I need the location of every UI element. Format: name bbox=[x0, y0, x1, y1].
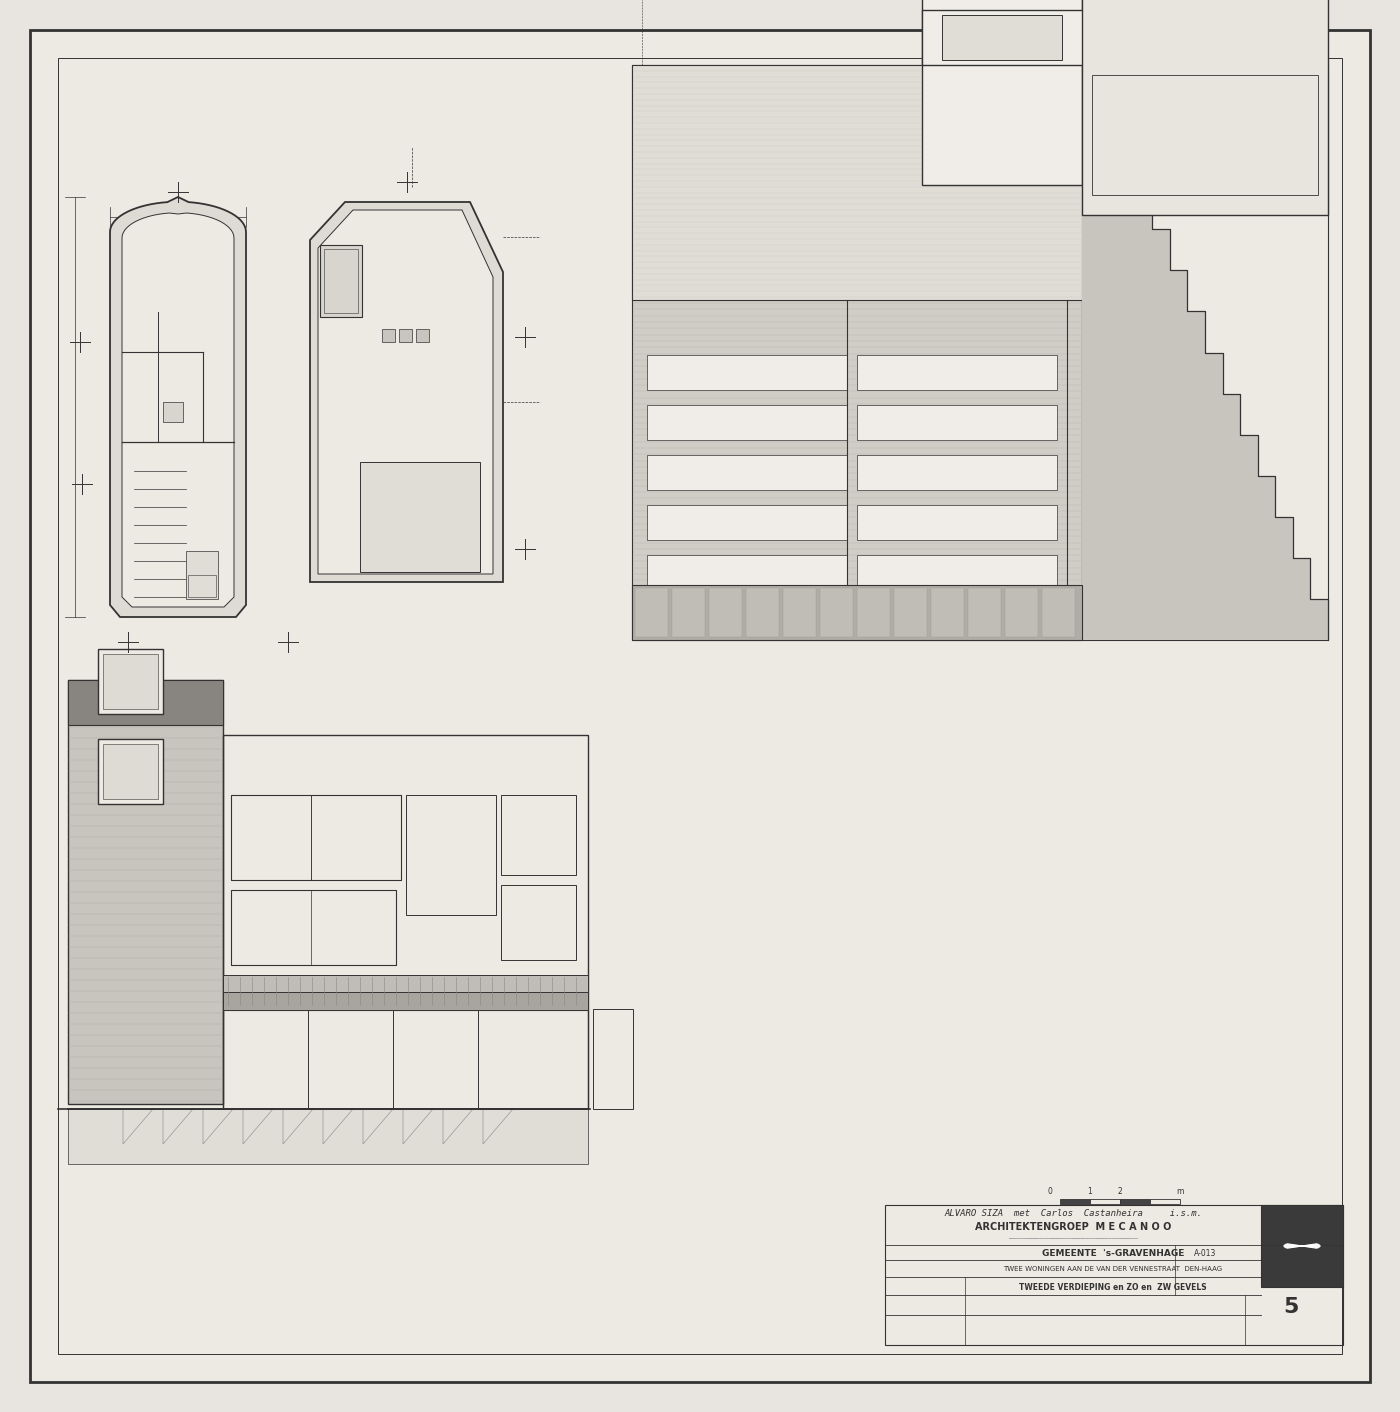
Bar bbox=[1005, 587, 1037, 637]
Bar bbox=[647, 505, 847, 539]
Bar bbox=[1042, 587, 1075, 637]
Bar bbox=[223, 1010, 588, 1108]
Bar bbox=[69, 681, 223, 1104]
Bar bbox=[631, 65, 1082, 299]
Text: TWEEDE VERDIEPING en ZO en  ZW GEVELS: TWEEDE VERDIEPING en ZO en ZW GEVELS bbox=[1019, 1284, 1207, 1292]
Bar bbox=[223, 736, 588, 1108]
Bar bbox=[820, 587, 853, 637]
Bar bbox=[631, 65, 1329, 640]
Bar bbox=[885, 1204, 1343, 1346]
Bar bbox=[647, 405, 847, 441]
Bar bbox=[931, 587, 965, 637]
Bar bbox=[323, 249, 358, 313]
Polygon shape bbox=[111, 198, 246, 617]
Bar bbox=[1149, 1199, 1180, 1204]
Text: GEMEENTE  's-GRAVENHAGE: GEMEENTE 's-GRAVENHAGE bbox=[1042, 1250, 1184, 1258]
Bar bbox=[311, 795, 400, 880]
Bar bbox=[501, 885, 575, 960]
Polygon shape bbox=[1082, 65, 1329, 640]
Bar bbox=[416, 329, 428, 342]
Polygon shape bbox=[122, 213, 234, 607]
Text: m: m bbox=[1176, 1187, 1183, 1196]
Bar bbox=[783, 587, 816, 637]
Bar bbox=[708, 587, 742, 637]
Bar bbox=[69, 681, 223, 724]
Text: TWEE WONINGEN AAN DE VAN DER VENNESTRAAT  DEN-HAAG: TWEE WONINGEN AAN DE VAN DER VENNESTRAAT… bbox=[1004, 1267, 1222, 1272]
Bar bbox=[162, 402, 183, 422]
Bar bbox=[231, 795, 400, 880]
Text: 2: 2 bbox=[1117, 1187, 1123, 1196]
Bar bbox=[857, 505, 1057, 539]
Bar bbox=[636, 587, 668, 637]
Bar bbox=[1092, 75, 1317, 195]
Polygon shape bbox=[309, 202, 503, 582]
Bar bbox=[1120, 1199, 1149, 1204]
Bar bbox=[631, 65, 1082, 640]
Bar bbox=[923, 0, 1082, 185]
Bar bbox=[1091, 1199, 1120, 1204]
Bar bbox=[501, 795, 575, 875]
Bar bbox=[857, 555, 1057, 590]
Polygon shape bbox=[318, 210, 493, 575]
Bar bbox=[857, 587, 890, 637]
Bar bbox=[631, 585, 1082, 640]
Bar bbox=[104, 654, 158, 709]
Bar bbox=[1082, 0, 1329, 215]
Bar bbox=[647, 455, 847, 490]
Bar bbox=[231, 795, 311, 880]
Bar bbox=[923, 10, 1261, 65]
Bar bbox=[1060, 1199, 1091, 1204]
Bar bbox=[1261, 1204, 1343, 1286]
Text: ARCHITEKTENGROEP  M E C A N O O: ARCHITEKTENGROEP M E C A N O O bbox=[974, 1221, 1172, 1233]
Text: 5: 5 bbox=[1284, 1298, 1299, 1317]
Bar bbox=[360, 462, 480, 572]
Bar bbox=[857, 455, 1057, 490]
Bar bbox=[98, 738, 162, 803]
Text: 1: 1 bbox=[1088, 1187, 1092, 1196]
Bar bbox=[104, 744, 158, 799]
Bar bbox=[857, 354, 1057, 390]
Bar bbox=[406, 795, 496, 915]
Bar bbox=[746, 587, 778, 637]
Bar bbox=[857, 405, 1057, 441]
Bar bbox=[231, 890, 396, 964]
Bar bbox=[1082, 65, 1329, 640]
Bar bbox=[321, 246, 363, 318]
Bar bbox=[186, 551, 218, 599]
Text: ALVARO SIZA  met  Carlos  Castanheira     i.s.m.: ALVARO SIZA met Carlos Castanheira i.s.m… bbox=[944, 1210, 1203, 1219]
Bar bbox=[223, 976, 588, 1005]
Bar bbox=[647, 354, 847, 390]
Bar bbox=[188, 575, 216, 597]
Text: ─────────────────────────────────────────────: ────────────────────────────────────────… bbox=[1008, 1236, 1138, 1241]
Bar bbox=[942, 16, 1063, 59]
Text: 0: 0 bbox=[1047, 1187, 1053, 1196]
Bar bbox=[895, 587, 927, 637]
Bar bbox=[967, 587, 1001, 637]
Bar bbox=[69, 1108, 588, 1163]
Bar bbox=[594, 1010, 633, 1108]
Bar bbox=[382, 329, 395, 342]
Bar bbox=[98, 650, 162, 714]
Text: A-013: A-013 bbox=[1194, 1250, 1217, 1258]
Bar bbox=[672, 587, 706, 637]
Bar bbox=[223, 993, 588, 1010]
Bar bbox=[399, 329, 412, 342]
Bar bbox=[647, 555, 847, 590]
